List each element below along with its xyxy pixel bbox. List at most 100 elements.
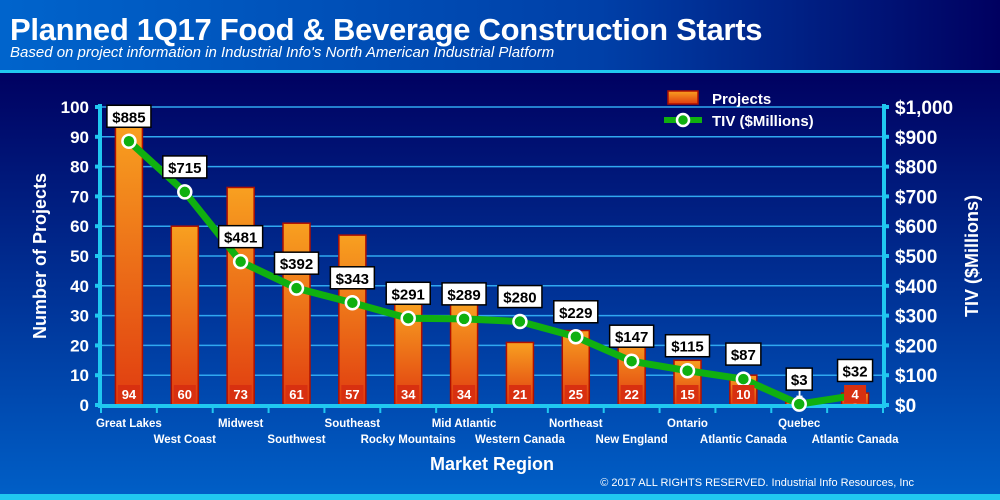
legend-bar-swatch — [667, 90, 699, 105]
y2-tick-label: $900 — [895, 128, 937, 149]
bar-value-label: 34 — [457, 387, 472, 402]
y-tick-label: 60 — [70, 217, 89, 236]
x-tick-label: Atlantic Canada — [812, 434, 900, 446]
tiv-point — [456, 311, 472, 327]
legend-line-marker — [675, 112, 691, 128]
tiv-value-label: $289 — [447, 287, 480, 304]
y2-axis — [882, 104, 886, 408]
y-tick-label: 0 — [80, 396, 89, 415]
x-tick-label: Great Lakes — [96, 418, 162, 430]
tiv-label-box — [385, 281, 431, 306]
tiv-point — [568, 329, 584, 345]
bar-value-box — [117, 385, 140, 403]
y2-tick-label: $0 — [895, 396, 916, 417]
tiv-point — [791, 396, 807, 412]
tiv-point — [177, 184, 193, 200]
bar-value-box — [397, 385, 420, 403]
x-tick-label: Quebec — [778, 418, 821, 430]
tiv-point — [623, 353, 640, 369]
x-tick-label: Midwest — [218, 418, 264, 430]
tiv-label-box — [497, 284, 543, 309]
legend-tiv-label: TIV ($Millions) — [712, 113, 814, 130]
x-tick-label: Southwest — [267, 434, 325, 446]
y2-tick-label: $300 — [895, 307, 937, 328]
x-tick — [658, 405, 661, 413]
tiv-point — [512, 313, 528, 330]
x-tick — [546, 405, 549, 413]
tiv-value-label: $343 — [336, 271, 369, 288]
copyright-notice: © 2017 ALL RIGHTS RESERVED. Industrial I… — [600, 477, 914, 489]
tiv-point — [121, 133, 137, 150]
x-tick-label: Northeast — [549, 418, 603, 430]
x-tick — [155, 405, 158, 413]
x-tick-label: Mid Atlantic — [432, 418, 497, 430]
tiv-point — [400, 310, 416, 327]
y-tick-label: 70 — [70, 187, 89, 206]
x-tick — [267, 405, 270, 413]
y2-tick-label: $1,000 — [895, 98, 953, 119]
bar-value-box — [341, 385, 364, 403]
bar — [226, 186, 255, 406]
x-tick — [602, 405, 605, 413]
tiv-point — [232, 253, 249, 270]
bar-value-box — [732, 385, 755, 403]
tiv-label-box — [329, 266, 376, 290]
tiv-label-box — [785, 367, 813, 391]
y2-tick-label: $600 — [895, 217, 937, 238]
y-tick-label: 80 — [70, 158, 89, 177]
y-tick-label: 90 — [70, 128, 89, 147]
x-tick — [435, 405, 438, 413]
x-tick — [100, 405, 102, 413]
bar — [282, 222, 311, 406]
bar-value-label: 60 — [178, 387, 192, 402]
bar-value-label: 57 — [345, 387, 359, 402]
x-tick — [491, 405, 493, 413]
tiv-line — [126, 138, 856, 408]
bar — [114, 124, 144, 406]
bar — [170, 225, 200, 406]
bar-value-label: 61 — [289, 387, 303, 402]
tiv-value-label: $87 — [731, 347, 756, 364]
tiv-value-label: $715 — [168, 160, 201, 177]
tiv-point — [344, 295, 361, 311]
x-tick-label: West Coast — [154, 434, 217, 446]
tiv-value-label: $885 — [112, 109, 145, 126]
tiv-point — [679, 362, 696, 379]
bar-value-label: 1 — [796, 385, 803, 400]
bar-value-box — [285, 385, 308, 403]
x-axis-title: Market Region — [430, 454, 554, 474]
x-tick-label: Western Canada — [475, 434, 566, 446]
x-tick — [770, 405, 773, 413]
tiv-value-label: $32 — [843, 363, 868, 380]
y2-tick-label: $200 — [895, 336, 937, 357]
y2-tick-label: $800 — [895, 158, 937, 179]
tiv-value-label: $3 — [791, 372, 808, 389]
y-tick-label: 20 — [70, 336, 89, 355]
tiv-point — [735, 371, 752, 387]
x-tick-label: Southeast — [325, 418, 381, 430]
tiv-value-label: $147 — [615, 329, 648, 346]
y-axis-title: Number of Projects — [30, 173, 50, 339]
y2-tick-label: $700 — [895, 187, 937, 208]
bar-value-box — [676, 385, 699, 403]
tiv-value-label: $392 — [280, 256, 313, 273]
tiv-label-box — [162, 155, 208, 179]
y-tick-label: 40 — [70, 277, 89, 296]
x-tick — [379, 405, 382, 413]
tiv-value-label: $481 — [224, 230, 257, 247]
y-tick-label: 30 — [70, 307, 89, 326]
bar-value-box — [620, 385, 643, 403]
tiv-value-label: $280 — [503, 290, 536, 307]
bar-value-box — [844, 385, 867, 403]
y-tick-label: 50 — [70, 247, 89, 266]
x-tick — [714, 405, 717, 413]
chart-title: Planned 1Q17 Food & Beverage Constructio… — [10, 12, 763, 47]
tiv-label-box — [553, 300, 599, 324]
tiv-label-box — [441, 282, 487, 306]
tiv-label-box — [725, 342, 762, 366]
tiv-point — [288, 280, 305, 296]
header-background — [0, 0, 1000, 70]
tiv-label-box — [664, 333, 711, 358]
